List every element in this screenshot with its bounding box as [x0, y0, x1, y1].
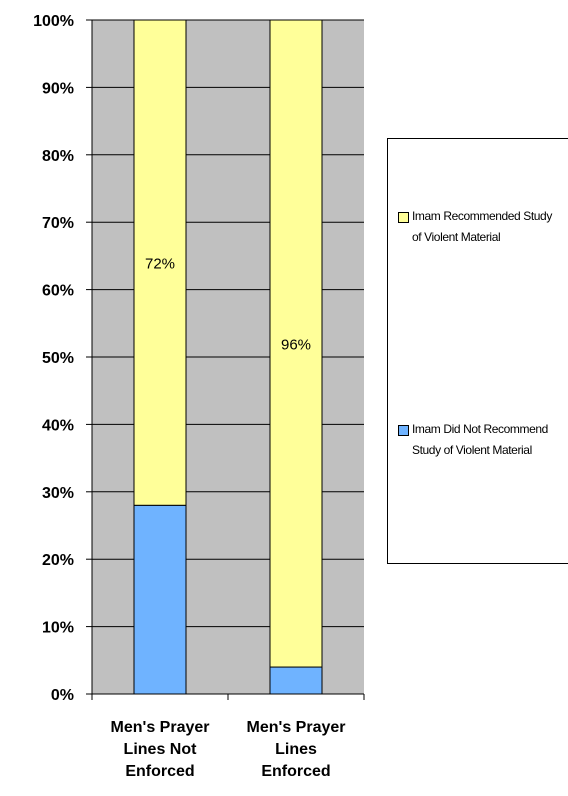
y-tick-label: 60%: [42, 283, 74, 300]
category-label: Men's Prayer Lines Enforced: [247, 719, 346, 780]
y-tick-label: 40%: [42, 417, 74, 434]
legend: Imam Recommended Study of Violent Materi…: [387, 138, 568, 564]
legend-swatch-recommended: [398, 212, 409, 223]
legend-item-not-recommended: Imam Did Not Recommend Study of Violent …: [398, 422, 563, 461]
y-tick-label: 30%: [42, 485, 74, 502]
bar-segment: [269, 19, 323, 668]
bar-segment: [269, 666, 323, 695]
category-labels: Men's Prayer Lines Not Enforced Men's Praye…: [111, 719, 346, 780]
bar-segment: [133, 19, 187, 506]
category-label: Men's Prayer Lines Not Enforced: [111, 719, 210, 780]
legend-swatch-not-recommended: [398, 425, 409, 436]
y-tick-label: 90%: [42, 80, 74, 97]
legend-label-recommended: Imam Recommended Study of Violent Materi…: [412, 209, 552, 244]
bar-segment: [133, 504, 187, 695]
y-tick-label: 0%: [51, 687, 74, 704]
data-label: 96%: [281, 337, 311, 354]
y-tick-labels: 0% 10% 20% 30% 40% 50% 60% 70% 80% 90% 100%: [33, 13, 74, 704]
y-tick-label: 20%: [42, 552, 74, 569]
y-tick-label: 70%: [42, 215, 74, 232]
y-tick-label: 80%: [42, 148, 74, 165]
y-tick-label: 50%: [42, 350, 74, 367]
axes: [86, 19, 365, 700]
data-labels: 72% 96%: [145, 256, 311, 354]
bars: [133, 19, 323, 695]
y-tick-label: 10%: [42, 620, 74, 637]
y-tick-label: 100%: [33, 13, 74, 30]
data-label: 72%: [145, 256, 175, 273]
legend-label-not-recommended: Imam Did Not Recommend Study of Violent …: [412, 422, 548, 457]
legend-item-recommended: Imam Recommended Study of Violent Materi…: [398, 209, 563, 248]
